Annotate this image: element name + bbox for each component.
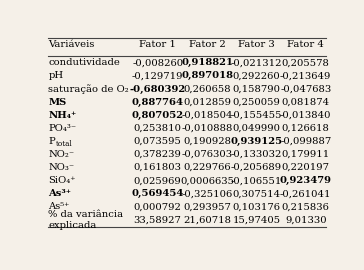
Text: 0,215836: 0,215836 — [282, 202, 330, 211]
Text: 0,293957: 0,293957 — [183, 202, 231, 211]
Text: condutividade: condutividade — [48, 58, 120, 67]
Text: 0,260658: 0,260658 — [183, 85, 231, 93]
Text: As³⁺: As³⁺ — [48, 189, 71, 198]
Text: 0,126618: 0,126618 — [282, 124, 330, 133]
Text: 0,250059: 0,250059 — [233, 98, 280, 107]
Text: 0,161803: 0,161803 — [134, 163, 182, 172]
Text: 0,807052: 0,807052 — [131, 111, 184, 120]
Text: PO₄³⁻: PO₄³⁻ — [48, 124, 76, 133]
Text: 0,887764: 0,887764 — [132, 98, 183, 107]
Text: 0,000792: 0,000792 — [134, 202, 182, 211]
Text: -0,013840: -0,013840 — [280, 111, 332, 120]
Text: SiO₄⁺: SiO₄⁺ — [48, 176, 76, 185]
Text: 0,103176: 0,103176 — [232, 202, 280, 211]
Text: MS: MS — [48, 98, 67, 107]
Text: Fator 2: Fator 2 — [189, 40, 225, 49]
Text: 0,292260: 0,292260 — [233, 72, 280, 80]
Text: NO₂⁻: NO₂⁻ — [48, 150, 75, 159]
Text: 0,012859: 0,012859 — [183, 98, 231, 107]
Text: -0,021312: -0,021312 — [231, 58, 282, 67]
Text: -0,106551: -0,106551 — [231, 176, 282, 185]
Text: 0,025969: 0,025969 — [134, 176, 182, 185]
Text: 0,0006635: 0,0006635 — [180, 176, 234, 185]
Text: -0,018504: -0,018504 — [181, 111, 233, 120]
Text: -0,047683: -0,047683 — [280, 85, 331, 93]
Text: -0,076303: -0,076303 — [181, 150, 233, 159]
Text: Variáveis: Variáveis — [48, 40, 95, 49]
Text: 0,918821: 0,918821 — [181, 58, 233, 68]
Text: -0,205689: -0,205689 — [231, 163, 282, 172]
Text: % da variância
explicada: % da variância explicada — [48, 210, 123, 230]
Text: As⁵⁺: As⁵⁺ — [48, 202, 70, 211]
Text: 15,97405: 15,97405 — [232, 215, 280, 225]
Text: 9,01330: 9,01330 — [285, 215, 327, 225]
Text: 0,081874: 0,081874 — [282, 98, 330, 107]
Text: -0,213649: -0,213649 — [280, 72, 332, 80]
Text: Fator 3: Fator 3 — [238, 40, 275, 49]
Text: 0,220197: 0,220197 — [282, 163, 330, 172]
Text: 0,205578: 0,205578 — [282, 58, 330, 67]
Text: -0,155455: -0,155455 — [231, 111, 282, 120]
Text: 33,58927: 33,58927 — [134, 215, 182, 225]
Text: 0,569454: 0,569454 — [131, 189, 184, 198]
Text: 0,179911: 0,179911 — [282, 150, 330, 159]
Text: 0,307514: 0,307514 — [232, 189, 280, 198]
Text: -0,325106: -0,325106 — [181, 189, 233, 198]
Text: 0,923479: 0,923479 — [280, 176, 332, 185]
Text: 0,158790: 0,158790 — [232, 85, 280, 93]
Text: 0,897018: 0,897018 — [181, 72, 233, 80]
Text: 0,073595: 0,073595 — [134, 137, 182, 146]
Text: P: P — [48, 137, 55, 146]
Text: 0,939125: 0,939125 — [230, 137, 282, 146]
Text: 21,60718: 21,60718 — [183, 215, 231, 225]
Text: -0,010888: -0,010888 — [181, 124, 233, 133]
Text: 0,253810: 0,253810 — [134, 124, 182, 133]
Text: saturação de O₂: saturação de O₂ — [48, 84, 129, 94]
Text: pH: pH — [48, 72, 63, 80]
Text: -0,261041: -0,261041 — [280, 189, 332, 198]
Text: -0,129719: -0,129719 — [132, 72, 183, 80]
Text: 0,229766: 0,229766 — [183, 163, 231, 172]
Text: 0,049990: 0,049990 — [232, 124, 280, 133]
Text: -0,099887: -0,099887 — [280, 137, 331, 146]
Text: -0,680392: -0,680392 — [130, 85, 186, 94]
Text: NO₃⁻: NO₃⁻ — [48, 163, 75, 172]
Text: Fator 1: Fator 1 — [139, 40, 176, 49]
Text: Fator 4: Fator 4 — [287, 40, 324, 49]
Text: 0,378239: 0,378239 — [134, 150, 182, 159]
Text: -0,008260: -0,008260 — [132, 58, 183, 67]
Text: NH₄⁺: NH₄⁺ — [48, 111, 76, 120]
Text: total: total — [56, 140, 73, 148]
Text: 0,190928: 0,190928 — [183, 137, 231, 146]
Text: -0,133032: -0,133032 — [231, 150, 282, 159]
